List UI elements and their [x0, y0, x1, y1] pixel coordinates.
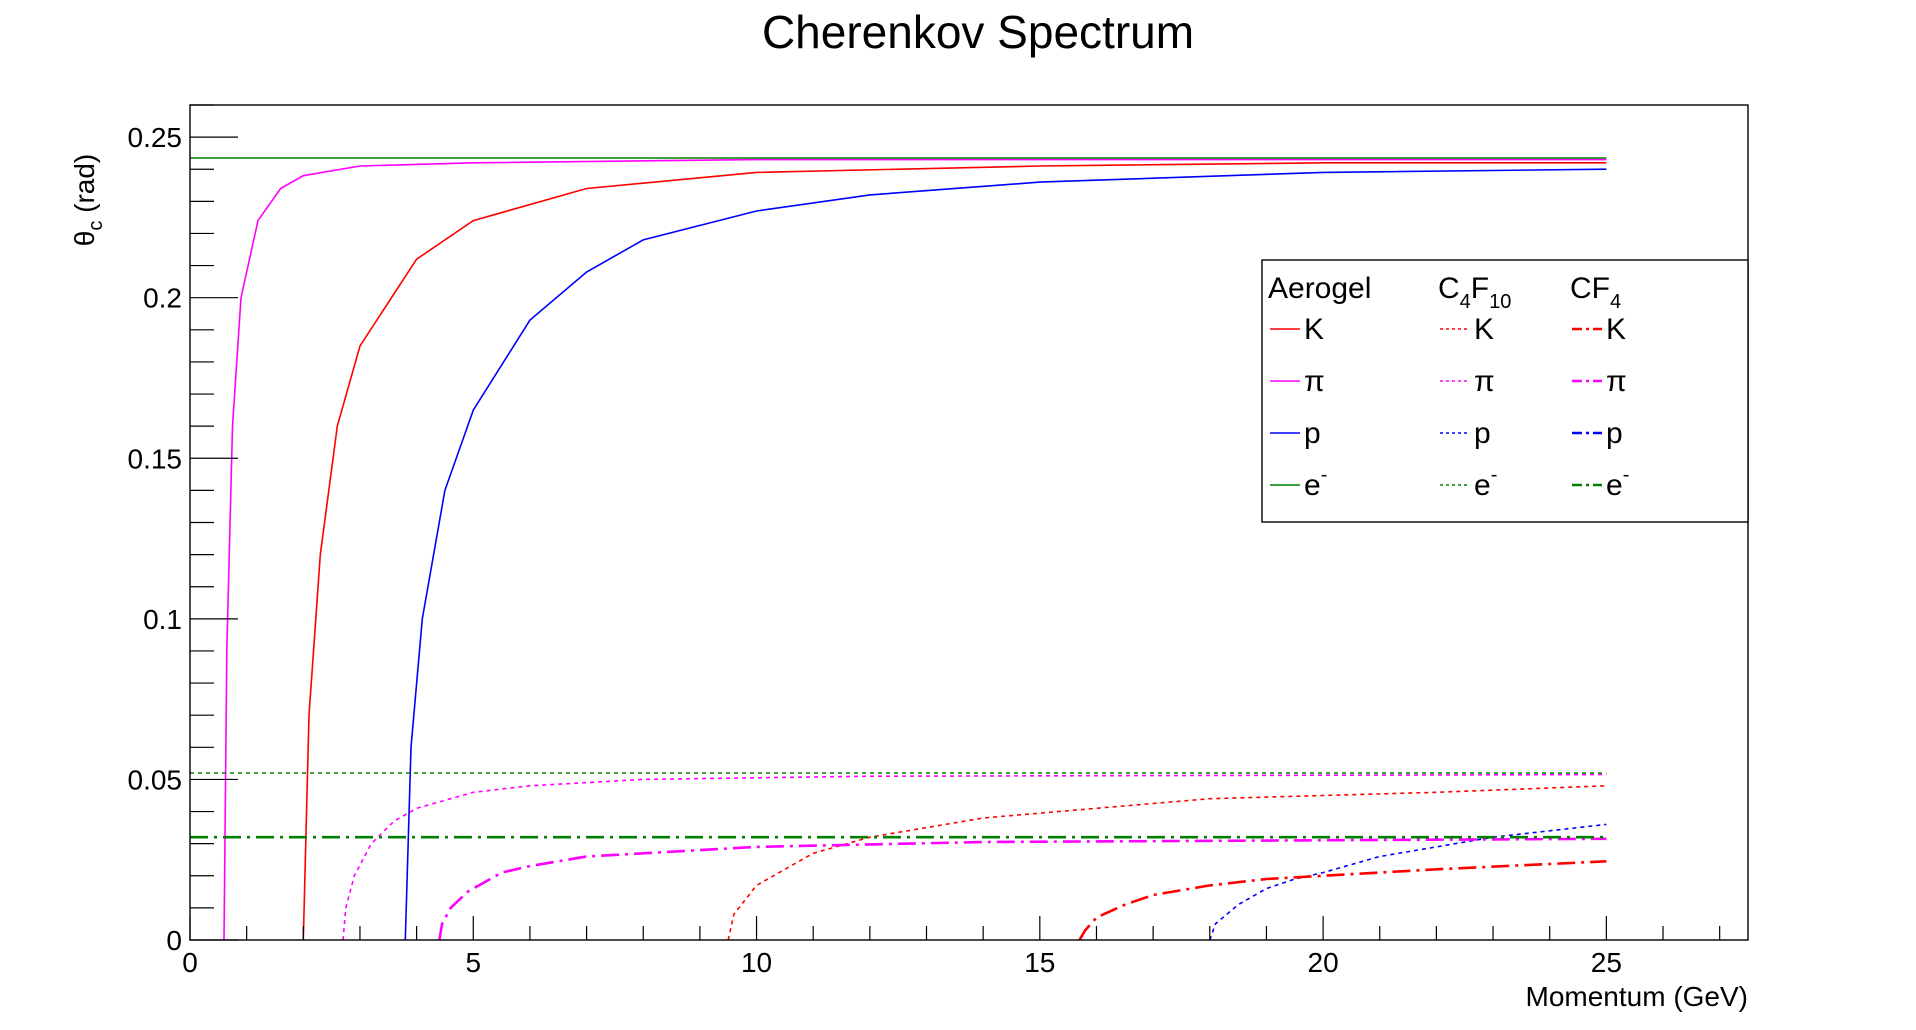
legend-label-3-0: e- [1304, 464, 1327, 502]
y-tick-label-0.2: 0.2 [143, 283, 182, 314]
x-tick-label-5: 5 [465, 947, 481, 978]
y-tick-label-0.25: 0.25 [128, 122, 183, 153]
legend-label-1-0: π [1304, 365, 1325, 398]
series-line-5 [342, 773, 1607, 941]
y-tick-label-0.05: 0.05 [128, 764, 183, 795]
series-line-8 [1078, 860, 1607, 941]
plot-area [190, 157, 1607, 941]
chart-title: Cherenkov Spectrum [762, 6, 1194, 58]
y-axis-label-subscript: c [85, 221, 107, 231]
x-tick-label-15: 15 [1024, 947, 1055, 978]
legend-label-0-2: K [1606, 313, 1626, 346]
legend-label-1-2: π [1606, 365, 1627, 398]
x-axis-label: Momentum (GeV) [1526, 981, 1749, 1012]
series-line-0 [302, 162, 1607, 941]
legend-column-2: CF4 [1570, 272, 1621, 313]
legend-label-3-1: e- [1474, 464, 1497, 502]
legend-label-2-1: p [1474, 417, 1491, 450]
x-tick-label-20: 20 [1308, 947, 1339, 978]
legend-label-2-2: p [1606, 417, 1623, 450]
y-tick-label-0: 0 [166, 925, 182, 956]
y-tick-label-0.1: 0.1 [143, 604, 182, 635]
series-line-9 [438, 837, 1607, 941]
legend-box [1261, 259, 1749, 523]
y-axis-label: θc (rad) [69, 154, 107, 246]
legend-label-1-1: π [1474, 365, 1495, 398]
x-tick-label-25: 25 [1591, 947, 1622, 978]
legend-column-1: C4F10 [1438, 272, 1511, 313]
series-line-6 [1209, 823, 1607, 941]
series-line-4 [727, 785, 1607, 941]
y-axis-label-theta: θ [69, 231, 100, 247]
legend-label-0-0: K [1304, 313, 1324, 346]
y-tick-label-0.15: 0.15 [128, 443, 183, 474]
y-axis-label-unit: (rad) [69, 154, 100, 221]
svg-text:θc (rad): θc (rad) [69, 154, 107, 246]
legend-column-0: Aerogel [1268, 272, 1371, 305]
legend-label-3-2: e- [1606, 464, 1629, 502]
axes: 0 5 10 15 20 25 0 0.05 0.1 0.15 0.2 0.25 [128, 104, 1749, 978]
series-line-2 [404, 168, 1607, 941]
legend-label-0-1: K [1474, 313, 1494, 346]
x-tick-label-0: 0 [182, 947, 198, 978]
x-tick-label-10: 10 [741, 947, 772, 978]
legend-label-2-0: p [1304, 417, 1321, 450]
series-line-1 [223, 158, 1607, 941]
